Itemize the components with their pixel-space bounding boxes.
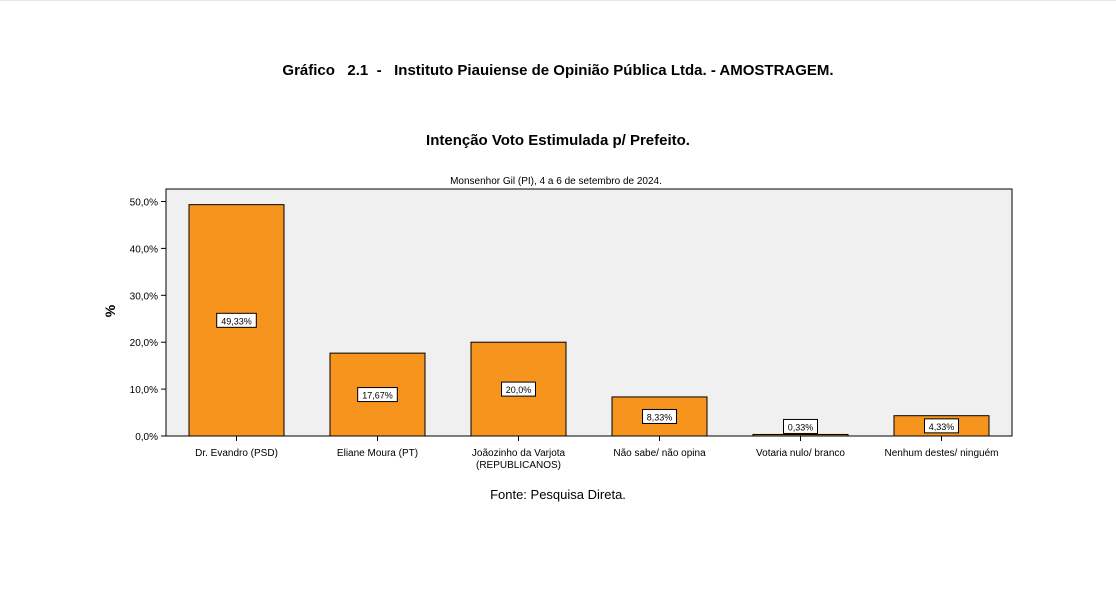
page-header-title: Gráfico 2.1 - Instituto Piauiense de Opi… [282,62,834,79]
top-rule [0,0,1116,1]
x-tick-label: Eliane Moura (PT) [337,448,418,459]
plot-area [165,188,1013,437]
data-label: 0,33% [788,422,814,432]
chart-title: Intenção Voto Estimulada p/ Prefeito. [426,132,690,149]
x-tick-label: Dr. Evandro (PSD) [195,448,278,459]
x-tick-label: (REPUBLICANOS) [476,460,561,471]
data-label-box [924,418,959,434]
y-tick-label: 0,0% [135,432,158,443]
x-tick-label: Joãozinho da Varjota [472,448,566,459]
y-tick-label: 40,0% [130,244,158,255]
data-label-box [501,381,536,397]
y-tick-label: 10,0% [130,385,158,396]
x-tick-label: Votaria nulo/ branco [756,448,845,459]
data-label: 4,33% [929,422,955,432]
data-label-box [642,408,677,424]
data-label: 8,33% [647,412,673,422]
source-note: Fonte: Pesquisa Direta. [490,487,626,502]
x-tick-label: Não sabe/ não opina [613,448,706,459]
y-tick-label: 30,0% [130,291,158,302]
data-label-box [357,387,398,403]
bar [752,433,849,437]
data-label: 20,0% [506,385,532,395]
x-tick-label: Nenhum destes/ ninguém [885,448,999,459]
data-label: 49,33% [221,316,252,326]
data-label: 17,67% [362,391,393,401]
y-tick-label: 20,0% [130,338,158,349]
data-label-box [216,312,257,328]
y-tick-label: 50,0% [130,198,158,209]
data-label-box [783,418,818,434]
y-axis-label: % [102,304,118,317]
chart-subtitle: Monsenhor Gil (PI), 4 a 6 de setembro de… [450,176,662,187]
